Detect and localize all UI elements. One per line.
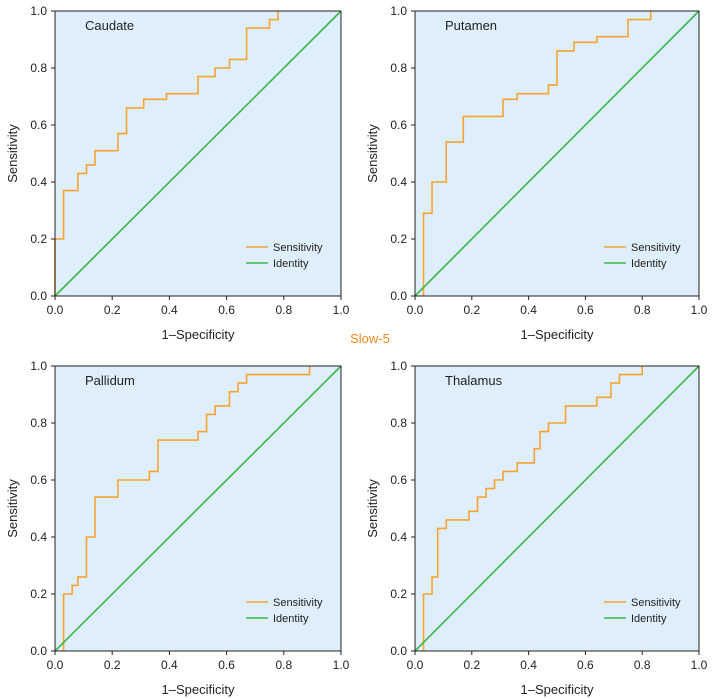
identity-line-caudate	[54, 10, 342, 297]
x-axis-title: 1–Specificity	[162, 327, 235, 342]
identity-line-putamen	[414, 10, 700, 297]
sensitivity-curve-caudate	[54, 11, 279, 296]
panel-title: Thalamus	[445, 373, 503, 388]
legend: Sensitivity Identity	[246, 597, 323, 625]
panel-title: Putamen	[445, 18, 497, 33]
y-tick-label: 0.2	[30, 232, 47, 246]
x-tick-label: 1.0	[333, 303, 350, 317]
legend: Sensitivity Identity	[246, 242, 323, 270]
x-tick-label: 0.4	[520, 303, 537, 317]
y-tick-label: 0.8	[390, 416, 407, 430]
panel-title: Caudate	[85, 18, 134, 33]
x-tick-label: 0.6	[218, 658, 235, 672]
x-tick-label: 0.0	[407, 658, 424, 672]
x-tick-label: 0.2	[104, 303, 121, 317]
x-tick-label: 0.8	[634, 658, 651, 672]
identity-line-thalamus	[414, 365, 700, 652]
x-axis-title: 1–Specificity	[521, 327, 594, 342]
y-tick-label: 0.6	[30, 473, 47, 487]
x-tick-label: 0.0	[407, 303, 424, 317]
x-tick-label: 0.4	[161, 658, 178, 672]
y-tick-label: 0.0	[30, 289, 47, 303]
y-axis-title: Sensitivity	[5, 124, 20, 183]
y-tick-label: 0.0	[30, 644, 47, 658]
plot-frame	[414, 10, 700, 297]
x-tick-label: 0.8	[634, 303, 651, 317]
panel-caudate: 0.0 0.2 0.4 0.6 0.8 1.0 0.0 0.2 0.4 0.6 0.8 1.0 1–Sp…	[5, 4, 350, 342]
x-tick-label: 0.8	[275, 658, 292, 672]
panel-putamen: 0.0 0.2 0.4 0.6 0.8 1.0 0.0 0.2 0.4 0.6 0.8 1.0 1–Sp…	[365, 4, 708, 342]
legend-label-identity: Identity	[631, 258, 667, 270]
identity-line-pallidum	[54, 365, 342, 652]
x-axis-title: 1–Specificity	[162, 682, 235, 697]
y-tick-label: 0.4	[30, 175, 47, 189]
y-tick-label: 0.2	[30, 587, 47, 601]
panels-container: 0.0 0.2 0.4 0.6 0.8 1.0 0.0 0.2 0.4 0.6 0.8 1.0 1–Sp…	[5, 4, 708, 697]
y-tick-label: 1.0	[30, 4, 47, 18]
x-tick-label: 0.2	[463, 658, 480, 672]
legend: Sensitivity Identity	[604, 597, 681, 625]
y-tick-label: 0.2	[390, 232, 407, 246]
figure-suptitle: Slow-5	[350, 331, 390, 346]
x-tick-label: 0.0	[47, 303, 64, 317]
x-tick-label: 0.2	[463, 303, 480, 317]
sensitivity-curve-pallidum	[62, 366, 311, 651]
y-axis-title: Sensitivity	[365, 124, 380, 183]
sensitivity-curve-thalamus	[422, 366, 644, 651]
sensitivity-curve-putamen	[422, 11, 652, 296]
x-tick-label: 0.2	[104, 658, 121, 672]
legend-label-sensitivity: Sensitivity	[631, 242, 681, 254]
legend-label-sensitivity: Sensitivity	[273, 597, 323, 609]
plot-frame	[54, 10, 342, 297]
y-tick-label: 0.8	[390, 61, 407, 75]
y-axis-title: Sensitivity	[365, 479, 380, 538]
y-tick-label: 0.2	[390, 587, 407, 601]
plot-frame	[414, 365, 700, 652]
plot-frame	[54, 365, 342, 652]
legend-label-sensitivity: Sensitivity	[631, 597, 681, 609]
legend-label-identity: Identity	[273, 613, 309, 625]
x-axis-title: 1–Specificity	[521, 682, 594, 697]
x-tick-label: 1.0	[691, 658, 708, 672]
x-tick-label: 0.4	[161, 303, 178, 317]
y-tick-label: 1.0	[390, 4, 407, 18]
y-tick-label: 0.6	[390, 118, 407, 132]
panel-title: Pallidum	[85, 373, 135, 388]
y-tick-label: 0.8	[30, 416, 47, 430]
y-tick-label: 0.0	[390, 289, 407, 303]
y-tick-label: 0.8	[30, 61, 47, 75]
legend: Sensitivity Identity	[604, 242, 681, 270]
y-tick-label: 0.4	[390, 530, 407, 544]
y-tick-label: 0.4	[30, 530, 47, 544]
x-tick-label: 0.0	[47, 658, 64, 672]
x-tick-label: 0.8	[275, 303, 292, 317]
panel-thalamus: 0.0 0.2 0.4 0.6 0.8 1.0 0.0 0.2 0.4 0.6 0.8 1.0 1–Sp…	[365, 359, 708, 697]
panel-pallidum: 0.0 0.2 0.4 0.6 0.8 1.0 0.0 0.2 0.4 0.6 0.8 1.0 1–Sp…	[5, 359, 350, 697]
y-tick-label: 0.6	[390, 473, 407, 487]
y-axis-title: Sensitivity	[5, 479, 20, 538]
x-tick-label: 1.0	[691, 303, 708, 317]
x-tick-label: 1.0	[333, 658, 350, 672]
y-tick-label: 1.0	[390, 359, 407, 373]
legend-label-identity: Identity	[273, 258, 309, 270]
y-tick-label: 0.4	[390, 175, 407, 189]
legend-label-sensitivity: Sensitivity	[273, 242, 323, 254]
x-tick-label: 0.6	[577, 658, 594, 672]
x-tick-label: 0.6	[577, 303, 594, 317]
y-tick-label: 0.0	[390, 644, 407, 658]
x-tick-label: 0.6	[218, 303, 235, 317]
y-tick-label: 1.0	[30, 359, 47, 373]
legend-label-identity: Identity	[631, 613, 667, 625]
x-tick-label: 0.4	[520, 658, 537, 672]
y-tick-label: 0.6	[30, 118, 47, 132]
